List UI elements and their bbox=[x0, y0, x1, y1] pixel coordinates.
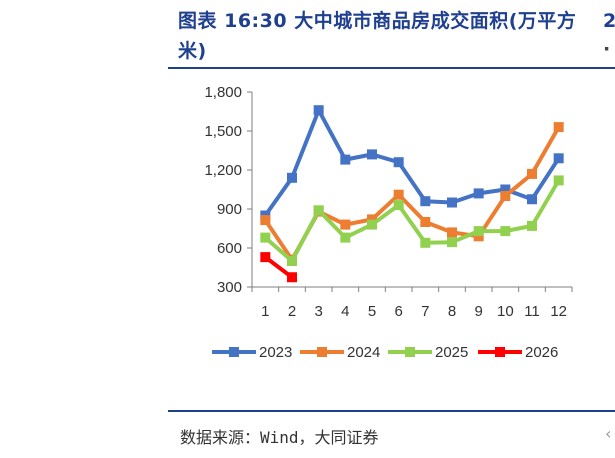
data-point-2024 bbox=[447, 227, 457, 238]
title-rule bbox=[168, 67, 615, 69]
data-point-2025 bbox=[393, 200, 404, 211]
y-tick-label: 1,200 bbox=[204, 162, 242, 179]
data-point-2024 bbox=[340, 219, 351, 230]
y-tick-label: 300 bbox=[217, 279, 242, 296]
legend-item-2023: 2023 bbox=[212, 344, 292, 361]
data-point-2023 bbox=[393, 157, 404, 168]
series-line-2023 bbox=[263, 108, 561, 217]
data-point-2025 bbox=[313, 205, 324, 216]
x-tick-label: 6 bbox=[394, 303, 402, 320]
data-point-2023 bbox=[473, 188, 484, 199]
x-tick-label: 1 bbox=[261, 303, 269, 320]
data-point-2023 bbox=[553, 153, 564, 164]
chart-title: 图表 16:30 大中城市商品房成交面积(万平方米) bbox=[178, 10, 577, 62]
y-tick-label: 1,500 bbox=[204, 123, 242, 140]
legend-label: 2024 bbox=[347, 344, 380, 361]
source-note: 数据来源：Wind，大同证券 bbox=[180, 428, 379, 447]
series-layer bbox=[260, 105, 564, 283]
y-tick-label: 1,800 bbox=[204, 84, 242, 101]
x-tick-label: 5 bbox=[368, 303, 376, 320]
x-tick-label: 11 bbox=[524, 303, 540, 320]
data-point-2025 bbox=[447, 237, 457, 248]
data-point-2023 bbox=[340, 154, 351, 165]
legend-label: 2026 bbox=[525, 344, 558, 361]
data-point-2023 bbox=[447, 197, 457, 208]
data-point-2023 bbox=[313, 105, 324, 116]
legend-label: 2023 bbox=[259, 344, 292, 361]
data-point-2024 bbox=[553, 122, 564, 133]
data-point-2023 bbox=[367, 149, 377, 160]
data-point-2025 bbox=[500, 226, 511, 237]
x-tick-label: 8 bbox=[448, 303, 456, 320]
data-point-2024 bbox=[473, 231, 484, 242]
legend-marker bbox=[229, 347, 239, 357]
data-point-2023 bbox=[527, 194, 537, 205]
x-tick-label: 4 bbox=[341, 303, 349, 320]
data-point-2025 bbox=[553, 175, 564, 186]
data-point-2025 bbox=[420, 237, 431, 248]
source-rule bbox=[168, 410, 615, 412]
data-point-2024 bbox=[527, 168, 537, 179]
data-point-2025 bbox=[527, 220, 537, 231]
legend-marker bbox=[317, 347, 327, 357]
legend-marker bbox=[405, 347, 415, 357]
legend-label: 2025 bbox=[435, 344, 468, 361]
data-point-2025 bbox=[260, 232, 271, 243]
series-2025 bbox=[260, 175, 564, 266]
series-2023 bbox=[260, 105, 564, 221]
x-tick-label: 9 bbox=[474, 303, 482, 320]
y-tick-label: 600 bbox=[217, 240, 242, 257]
data-point-2024 bbox=[260, 215, 271, 226]
x-tick-label: 12 bbox=[550, 303, 567, 320]
data-point-2024 bbox=[367, 214, 377, 225]
x-tick-label: 2 bbox=[288, 303, 296, 320]
data-point-2024 bbox=[393, 189, 404, 200]
clipped-edge-fragment: ‹ bbox=[605, 424, 612, 443]
y-tick-label: 900 bbox=[217, 201, 242, 218]
legend-marker bbox=[495, 347, 505, 357]
legend-item-2025: 2025 bbox=[388, 344, 468, 361]
data-point-2026 bbox=[260, 252, 271, 263]
data-point-2024 bbox=[420, 217, 431, 227]
clipped-edge-fragment: · bbox=[603, 38, 611, 60]
chart-legend: 2023 2024 2025 2026 bbox=[212, 344, 558, 361]
legend-item-2026: 2026 bbox=[478, 344, 558, 361]
data-point-2025 bbox=[287, 256, 297, 266]
legend-item-2024: 2024 bbox=[300, 344, 380, 361]
data-point-2025 bbox=[367, 219, 377, 230]
data-point-2024 bbox=[500, 191, 511, 201]
series-2026 bbox=[260, 252, 297, 283]
x-tick-label: 3 bbox=[314, 303, 322, 320]
data-point-2026 bbox=[287, 272, 297, 283]
data-point-2023 bbox=[420, 196, 431, 207]
data-point-2023 bbox=[500, 184, 511, 195]
data-point-2025 bbox=[473, 226, 484, 237]
data-point-2023 bbox=[287, 172, 297, 183]
clipped-edge-fragment: 2 bbox=[603, 10, 615, 32]
x-tick-label: 10 bbox=[497, 303, 514, 320]
data-point-2025 bbox=[340, 232, 351, 243]
x-tick-label: 7 bbox=[421, 303, 429, 320]
